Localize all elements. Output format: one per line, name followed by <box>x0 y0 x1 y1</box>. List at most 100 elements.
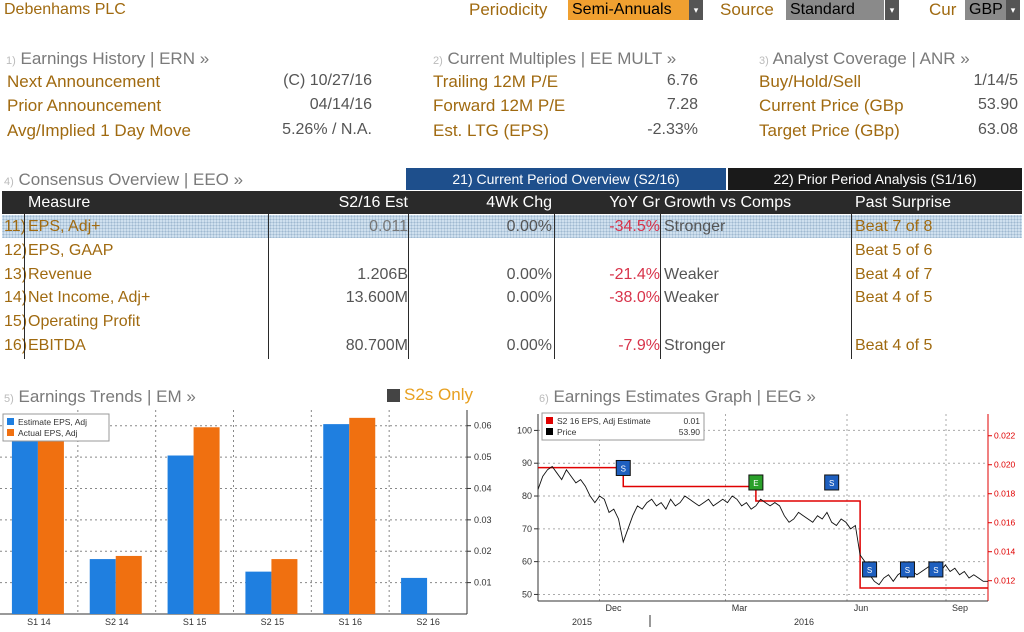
cell-measure: Net Income, Adj+ <box>28 286 268 309</box>
source-select[interactable]: Standard <box>786 0 884 20</box>
current-price-label: Current Price (GBp <box>759 96 904 116</box>
y-tick-label: 0.03 <box>474 515 492 525</box>
earnings-estimates-chart: 50 60 70 80 90 100 0.012 0.014 0.016 0.018 0.020 0.… <box>512 408 1024 632</box>
cell-yoy: -38.0% <box>558 286 660 309</box>
col-est[interactable]: S2/16 Est <box>270 191 408 214</box>
ltg-value: -2.33% <box>600 121 698 139</box>
legend-label: Actual EPS, Adj <box>18 428 78 438</box>
x-tick-label: S2 16 <box>416 617 440 627</box>
earnings-history-title[interactable]: 1) Earnings History | ERN » <box>6 49 209 69</box>
day-move-value: 5.26% / N.A. <box>230 121 372 139</box>
bar-actual <box>194 427 220 614</box>
legend-label: Estimate EPS, Adj <box>18 417 87 427</box>
right-tick-label: 0.018 <box>994 489 1016 499</box>
bar-estimate <box>168 456 194 614</box>
col-yoy-gr[interactable]: YoY Gr <box>558 191 660 214</box>
legend-value: 0.01 <box>683 416 700 426</box>
cell-measure: EPS, Adj+ <box>28 215 268 238</box>
event-marker: S <box>929 562 943 577</box>
y-tick-label: 0.06 <box>474 421 492 431</box>
left-tick-label: 50 <box>522 589 532 599</box>
tab-current-period[interactable]: 21) Current Period Overview (S2/16) <box>406 168 726 190</box>
bar-actual <box>271 559 297 614</box>
marker-label: S <box>621 464 626 473</box>
currency-dropdown-icon[interactable]: ▾ <box>1006 0 1020 20</box>
cell-yoy: -21.4% <box>558 263 660 286</box>
s2s-only-checkbox[interactable] <box>387 389 400 402</box>
bar-actual <box>116 556 142 614</box>
table-row[interactable]: 16) EBITDA 80.700M 0.00% -7.9% Stronger Beat 4… <box>2 334 1022 357</box>
x-tick-label: S2 14 <box>105 617 129 627</box>
table-row[interactable]: 14) Net Income, Adj+ 13.600M 0.00% -38.0% Wea… <box>2 286 1022 309</box>
cell-est: 80.700M <box>270 334 408 357</box>
legend-value: 53.90 <box>679 427 701 437</box>
table-row[interactable]: 11) EPS, Adj+ 0.011 0.00% -34.5% Stronger Beat… <box>2 215 1022 238</box>
column-divider <box>851 191 852 359</box>
event-marker: S <box>900 562 914 577</box>
company-name: Debenhams PLC <box>4 1 126 19</box>
column-divider <box>660 191 661 359</box>
left-tick-label: 70 <box>522 524 532 534</box>
col-measure[interactable]: Measure <box>28 191 90 214</box>
cell-yoy <box>558 310 660 333</box>
right-tick-label: 0.022 <box>994 431 1016 441</box>
cell-measure: Revenue <box>28 263 268 286</box>
col-growth-vs-comps[interactable]: Growth vs Comps <box>664 191 791 214</box>
table-row[interactable]: 12) EPS, GAAP Beat 5 of 6 <box>2 239 1022 262</box>
x-tick-label: Jun <box>854 603 869 613</box>
tab-prior-period[interactable]: 22) Prior Period Analysis (S1/16) <box>728 168 1022 190</box>
current-price-value: 53.90 <box>930 96 1018 114</box>
earnings-graph-title[interactable]: 6) Earnings Estimates Graph | EEG » <box>539 387 816 407</box>
right-tick-label: 0.012 <box>994 576 1016 586</box>
table-row[interactable]: 15) Operating Profit <box>2 310 1022 333</box>
periodicity-select[interactable]: Semi-Annuals <box>568 0 692 20</box>
y-tick-label: 0.02 <box>474 546 492 556</box>
buy-hold-sell-label: Buy/Hold/Sell <box>759 72 861 92</box>
analyst-coverage-title[interactable]: 3) Analyst Coverage | ANR » <box>759 49 970 69</box>
forward-pe-value: 7.28 <box>600 96 698 114</box>
right-tick-label: 0.020 <box>994 460 1016 470</box>
current-multiples-title[interactable]: 2) Current Multiples | EE MULT » <box>433 49 676 69</box>
target-price-value: 63.08 <box>930 121 1018 139</box>
cell-est <box>270 239 408 262</box>
left-tick-label: 90 <box>522 458 532 468</box>
cell-est <box>270 310 408 333</box>
source-dropdown-icon[interactable]: ▾ <box>885 0 899 20</box>
source-label: Source <box>720 0 774 20</box>
cell-est: 13.600M <box>270 286 408 309</box>
x-tick-label: Dec <box>605 603 622 613</box>
left-tick-label: 60 <box>522 557 532 567</box>
cell-growth: Stronger <box>664 334 852 357</box>
prior-announcement-value: 04/14/16 <box>230 96 372 114</box>
periodicity-dropdown-icon[interactable]: ▾ <box>689 0 703 20</box>
cell-yoy: -34.5% <box>558 215 660 238</box>
column-divider <box>268 191 269 359</box>
y-tick-label: 0.04 <box>474 483 492 493</box>
col-past-surprise[interactable]: Past Surprise <box>855 191 951 214</box>
cell-surprise <box>855 310 1020 333</box>
s2s-only-label[interactable]: S2s Only <box>404 385 473 405</box>
cell-measure: EPS, GAAP <box>28 239 268 262</box>
earnings-trends-title[interactable]: 5) Earnings Trends | EM » <box>4 387 196 407</box>
cell-yoy <box>558 239 660 262</box>
legend-label: S2 16 EPS, Adj Estimate <box>557 416 651 426</box>
x-tick-label: Sep <box>952 603 968 613</box>
periodicity-label: Periodicity <box>469 0 547 20</box>
event-marker: S <box>616 460 630 475</box>
chart-legend: S2 16 EPS, Adj Estimate 0.01 Price 53.90 <box>542 413 704 440</box>
right-tick-label: 0.014 <box>994 547 1016 557</box>
consensus-overview-title[interactable]: 4) Consensus Overview | EEO » <box>4 170 243 190</box>
buy-hold-sell-value: 1/14/5 <box>930 72 1018 90</box>
bar-estimate <box>245 572 271 614</box>
col-4wk-chg[interactable]: 4Wk Chg <box>412 191 552 214</box>
x-tick-label: Mar <box>732 603 748 613</box>
marker-label: S <box>905 566 910 575</box>
currency-select[interactable]: GBP <box>965 0 1009 20</box>
column-divider <box>408 191 409 359</box>
x-tick-label: S2 15 <box>261 617 285 627</box>
bar-estimate <box>12 429 38 614</box>
right-tick-label: 0.016 <box>994 518 1016 528</box>
cell-num: 16) <box>4 334 26 357</box>
cell-growth: Weaker <box>664 263 852 286</box>
table-row[interactable]: 13) Revenue 1.206B 0.00% -21.4% Weaker Beat 4 … <box>2 263 1022 286</box>
